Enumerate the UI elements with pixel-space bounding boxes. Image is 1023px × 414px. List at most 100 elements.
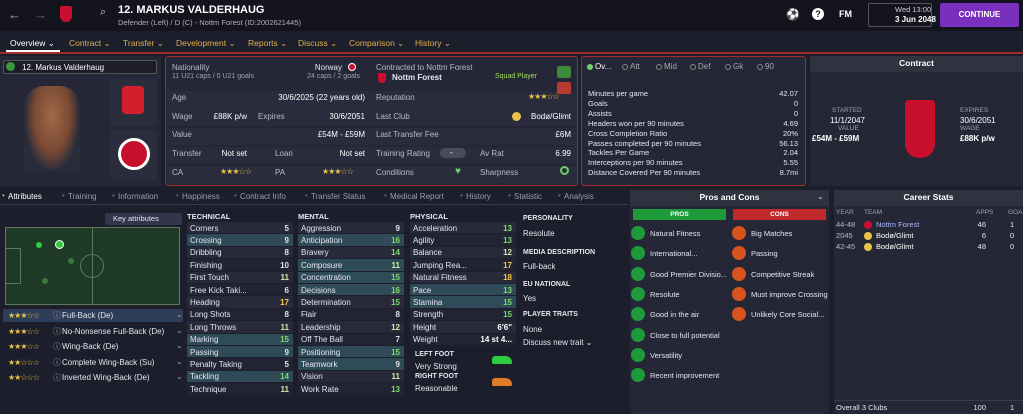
role-name[interactable]: Inverted Wing-Back (De) [62, 373, 150, 382]
nav-tab[interactable]: Comparison ⌄ [349, 38, 405, 48]
career-year: 44-48 [836, 220, 856, 229]
squad-status: Squad Player [495, 73, 538, 80]
attribute-row [410, 246, 516, 259]
contract-value: £54M - £59M [812, 134, 860, 143]
panel-dropdown[interactable]: ⌄ [817, 192, 824, 201]
subtab[interactable]: History [466, 192, 491, 201]
star-rating: ★★★☆☆ [528, 92, 560, 101]
info-label: Sharpness [480, 168, 519, 177]
stats-tab[interactable]: 90 [765, 62, 774, 71]
info-value: Nottm Forest [392, 73, 442, 82]
career-apps: 6 [981, 231, 986, 240]
stats-tab-radio[interactable] [725, 64, 731, 70]
role-dropdown: ⌄ [176, 325, 183, 335]
attribute-name: Positioning [301, 347, 341, 357]
attribute-name: Long Throws [190, 322, 237, 332]
subtab-dot: • [460, 191, 463, 200]
nav-tab[interactable]: Contract ⌄ [69, 38, 111, 48]
stats-tab-radio[interactable] [587, 64, 593, 70]
career-team[interactable]: Bodø/Glimt [876, 231, 914, 240]
subtab[interactable]: Happiness [182, 192, 220, 201]
search-icon[interactable]: ⌕ [100, 6, 107, 18]
attribute-value: 11 [280, 273, 289, 283]
subtab[interactable]: Transfer Status [311, 192, 366, 201]
continue-button[interactable]: CONTINUE [940, 3, 1019, 27]
attribute-value: 11 [391, 260, 400, 270]
foot-label: LEFT FOOT [415, 351, 454, 358]
nav-tab[interactable]: History ⌄ [415, 38, 451, 48]
attribute-value: 12 [391, 322, 400, 332]
role-name[interactable]: Wing-Back (De) [62, 342, 119, 351]
nav-tab[interactable]: Transfer ⌄ [123, 38, 164, 48]
player-dropdown[interactable] [3, 60, 157, 74]
contract-crest [905, 100, 935, 158]
back-arrow[interactable]: ← [8, 7, 21, 22]
stat-label: Tackles Per Game [588, 148, 650, 158]
discuss-trait[interactable]: Discuss new trait ⌄ [523, 338, 593, 347]
career-team[interactable]: Bodø/Glimt [876, 242, 914, 251]
info-row-bg [167, 128, 576, 145]
side-value: Full-back [523, 262, 556, 271]
attribute-value: 11 [280, 384, 289, 394]
stats-tab-radio[interactable] [690, 64, 696, 70]
stats-tab[interactable]: Mid [664, 62, 677, 71]
attribute-name: Crossing [190, 235, 222, 245]
info-value: Bodø/Glimt [530, 112, 571, 121]
stats-tab-radio[interactable] [757, 64, 763, 70]
role-name[interactable]: Full-Back (De) [62, 311, 114, 320]
nav-tab[interactable]: Reports ⌄ [248, 38, 288, 48]
info-label: Age [172, 93, 187, 102]
info-label: Transfer [172, 149, 202, 158]
subtab[interactable]: Statistic [514, 192, 543, 201]
star-rating: ★★★☆☆ [8, 342, 40, 351]
subtab[interactable]: Contract Info [240, 192, 286, 201]
attribute-row [410, 333, 516, 345]
stat-value: 2.04 [783, 148, 798, 158]
subtab-line [0, 204, 628, 205]
attribute-row [298, 222, 404, 234]
stats-tab[interactable]: Att [630, 62, 640, 71]
stats-tab-radio[interactable] [656, 64, 662, 70]
contract-value: 30/6/2051 [960, 116, 996, 125]
role-dropdown: ⌄ [176, 372, 183, 381]
forward-arrow[interactable]: → [34, 7, 47, 22]
stats-tab[interactable]: Ov... [595, 62, 612, 71]
star-rating: ★★★☆☆ [322, 167, 354, 176]
nav-tab[interactable]: Overview ⌄ [10, 38, 55, 48]
role-name[interactable]: No-Nonsense Full-Back (De) [62, 326, 165, 336]
info-label: Nationality [172, 63, 210, 72]
top-bar [0, 0, 1023, 31]
con-item: Competitive Streak [751, 269, 815, 279]
icon-ball[interactable]: ⚽ [786, 9, 800, 21]
role-dropdown: ⌄ [176, 356, 183, 366]
attribute-group-title: TECHNICAL [187, 212, 231, 221]
career-team[interactable]: Nottm Forest [876, 220, 920, 229]
subtab[interactable]: Information [118, 192, 159, 201]
nav-tab[interactable]: Development ⌄ [176, 38, 236, 48]
stat-label: Distance Covered Per 90 minutes [588, 168, 701, 178]
stats-tab[interactable]: Gk [733, 62, 744, 71]
info-value: £6M [555, 130, 571, 139]
subtab[interactable]: Medical Report [390, 192, 444, 201]
icon-help[interactable]: ? [812, 8, 824, 20]
info-value: Not set [339, 149, 365, 158]
pro-item: Good in the air [650, 310, 700, 320]
stats-tab-radio[interactable] [622, 64, 628, 70]
subtab[interactable]: Attributes [8, 192, 42, 201]
attribute-row [187, 346, 293, 358]
attribute-value: 13 [503, 235, 512, 245]
position-dot [42, 278, 48, 284]
subtab[interactable]: Training [68, 192, 97, 201]
contract-title: Contract [810, 56, 1023, 72]
attribute-value: 5 [284, 359, 289, 369]
stats-tab[interactable]: Def [698, 62, 711, 71]
key-attributes-button[interactable]: Key attributes [105, 213, 182, 225]
info-label: Last Club [376, 112, 410, 121]
attribute-row [298, 370, 404, 383]
nav-tab[interactable]: Discuss ⌄ [298, 38, 338, 48]
attribute-row [187, 246, 293, 259]
role-name[interactable]: Complete Wing-Back (Su) [62, 357, 155, 367]
subtab[interactable]: Analysis [564, 192, 594, 201]
attribute-row [187, 259, 293, 271]
